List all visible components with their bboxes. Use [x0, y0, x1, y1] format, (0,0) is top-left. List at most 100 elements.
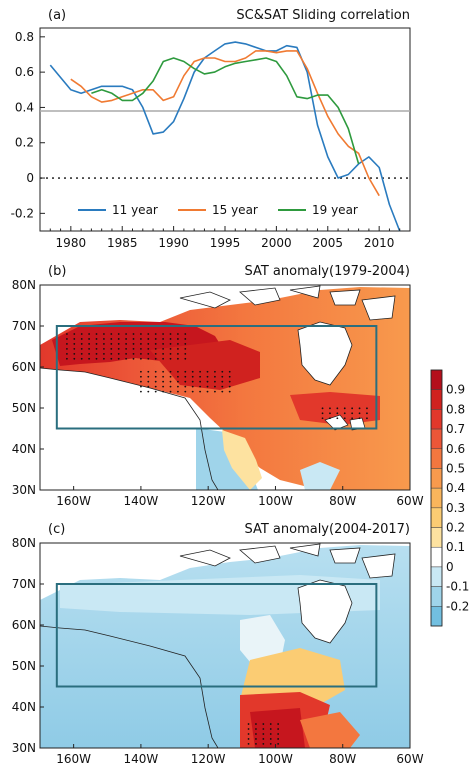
- sig-dot: [73, 347, 76, 350]
- panel-b-x-ticks: 160W 140W 120W 100W 80W 60W: [56, 486, 424, 508]
- sig-dot: [351, 412, 354, 415]
- sig-dot: [88, 343, 91, 345]
- arctic-islands-c: [179, 543, 396, 579]
- sig-dot: [214, 380, 216, 383]
- sig-dot: [184, 352, 187, 355]
- sig-dot: [277, 728, 280, 730]
- sig-dot: [269, 728, 272, 730]
- sig-dot: [214, 385, 216, 388]
- lon-tick-label: 160W: [56, 752, 91, 766]
- sig-dot: [95, 347, 98, 350]
- gulf-cool: [300, 462, 340, 490]
- colorbar-label: 0.8: [446, 402, 465, 416]
- colorbar: 0.9 0.8 0.7 0.6 0.5 0.4 0.3 0.2 0.1 0 -0.1 -0.2: [430, 369, 469, 627]
- pacific-coast: [40, 367, 219, 490]
- colorbar-cell-4: [430, 448, 443, 469]
- sig-dot: [214, 390, 216, 393]
- sig-dot: [132, 347, 135, 350]
- sig-dot: [80, 347, 83, 350]
- sig-dot: [110, 338, 113, 340]
- sig-dot: [125, 347, 128, 350]
- sig-dot: [117, 343, 120, 345]
- sig-dot: [103, 343, 105, 345]
- sig-dot: [343, 407, 346, 410]
- colorbar-cell-3: [430, 428, 443, 450]
- lat-tick-label: 60N: [12, 360, 36, 374]
- sig-dot: [228, 385, 231, 388]
- colorbar-cell-5: [430, 468, 443, 489]
- sig-dot: [221, 390, 224, 393]
- sig-dot: [132, 333, 135, 335]
- sig-dot: [177, 347, 179, 350]
- lat-tick-label: 60N: [12, 618, 36, 632]
- colorbar-cell-6: [430, 487, 443, 509]
- sig-dot: [95, 333, 98, 335]
- sig-dot: [255, 743, 257, 745]
- sig-dot: [140, 357, 142, 360]
- sig-dot: [125, 343, 128, 345]
- sig-dot: [329, 417, 331, 420]
- x-tick-label: 1985: [107, 236, 138, 250]
- sig-dot: [147, 347, 150, 350]
- sig-dot: [154, 347, 157, 350]
- sig-dot: [117, 347, 120, 350]
- sig-dot: [88, 352, 91, 355]
- south-hotter: [250, 708, 305, 748]
- sig-dot: [125, 352, 128, 355]
- panel-b-frame: [39, 284, 411, 491]
- sig-dot: [95, 343, 98, 345]
- sig-dot: [80, 333, 83, 335]
- sig-dot: [177, 380, 179, 383]
- sig-dot: [73, 333, 76, 335]
- sig-dot: [191, 385, 194, 388]
- sig-dot: [147, 343, 150, 345]
- southwest-pale: [222, 430, 262, 490]
- sig-dot: [154, 333, 157, 335]
- sig-dot: [162, 347, 165, 350]
- panel-b-label: (b): [48, 264, 66, 279]
- x-tick-label: 1990: [158, 236, 189, 250]
- sig-dot: [262, 733, 265, 735]
- sig-dot: [66, 333, 68, 335]
- sig-dot: [228, 390, 231, 393]
- sig-dot: [228, 370, 231, 373]
- sig-dot: [277, 733, 280, 735]
- sig-dot: [228, 380, 231, 383]
- panel-c: (c) SAT anomaly(2004-2017) 80N 70N 60N 50N 4…: [12, 522, 424, 766]
- lat-tick-label: 40N: [12, 442, 36, 456]
- arctic-islands: [179, 285, 396, 321]
- sig-dot: [162, 385, 165, 388]
- sig-dot: [214, 370, 216, 373]
- sig-dot: [255, 723, 257, 725]
- sig-dot: [162, 338, 165, 340]
- sig-dot: [247, 728, 250, 730]
- sig-dot: [103, 333, 105, 335]
- y-tick-label: 0: [26, 171, 34, 185]
- sig-dot: [147, 385, 150, 388]
- sig-dot: [177, 333, 179, 335]
- sig-dot: [80, 338, 83, 340]
- x-tick-label: 1995: [210, 236, 241, 250]
- sig-dot: [140, 390, 142, 393]
- x-tick-label: 2010: [364, 236, 395, 250]
- sig-dot: [80, 343, 83, 345]
- sig-dot: [125, 357, 128, 360]
- east-hot: [290, 392, 380, 425]
- sig-dot: [132, 338, 135, 340]
- sig-dot: [221, 380, 224, 383]
- sig-dot: [169, 390, 172, 393]
- sig-dot: [358, 417, 361, 420]
- colorbar-label: 0.4: [446, 481, 465, 495]
- lon-tick-label: 60W: [396, 494, 423, 508]
- sig-dot: [177, 370, 179, 373]
- sig-dot: [125, 338, 128, 340]
- sig-dot: [184, 385, 187, 388]
- sig-dot: [366, 407, 368, 410]
- lon-tick-label: 120W: [191, 494, 226, 508]
- legend-label-1: 15 year: [212, 203, 258, 217]
- x-tick-label: 1980: [56, 236, 87, 250]
- lon-tick-label: 100W: [258, 752, 293, 766]
- sig-dot: [206, 385, 209, 388]
- sig-dot: [132, 357, 135, 360]
- panel-b-title: SAT anomaly(1979-2004): [244, 264, 410, 279]
